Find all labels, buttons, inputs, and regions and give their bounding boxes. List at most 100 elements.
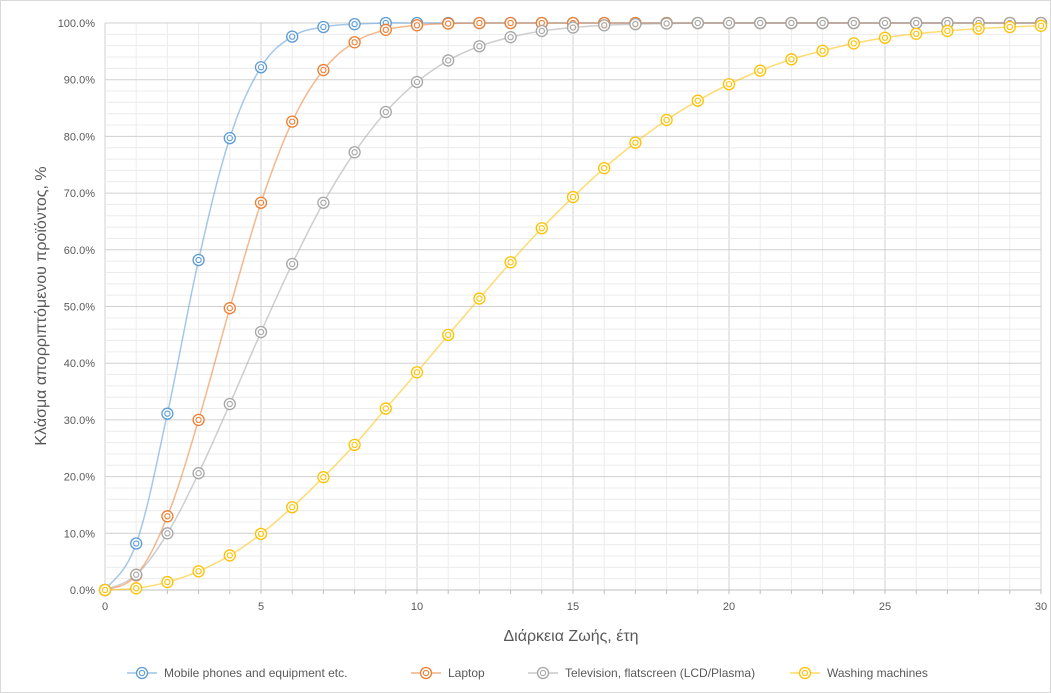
legend: Mobile phones and equipment etc. Laptop Te… xyxy=(127,666,928,680)
marker-outer-ring xyxy=(504,16,517,30)
marker-inner-ring xyxy=(164,513,171,520)
x-tick-label: 15 xyxy=(567,601,579,613)
data-point-series-3 xyxy=(910,16,923,30)
y-tick-label: 20.0% xyxy=(64,472,95,484)
marker-outer-ring xyxy=(161,575,174,589)
data-point-series-4 xyxy=(972,22,985,35)
legend-label: Washing machines xyxy=(827,666,928,680)
grid-lines xyxy=(104,22,1042,591)
data-point-series-3 xyxy=(598,19,611,32)
data-point-series-4 xyxy=(598,162,611,175)
y-tick-label: 90.0% xyxy=(64,75,95,87)
legend-marker-inner xyxy=(138,669,146,677)
data-point-series-3 xyxy=(379,105,392,119)
marker-inner-ring xyxy=(913,30,920,37)
marker-outer-ring xyxy=(192,413,205,427)
marker-inner-ring xyxy=(226,305,233,312)
marker-inner-ring xyxy=(850,40,857,47)
marker-inner-ring xyxy=(819,19,826,27)
data-point-series-2 xyxy=(223,302,236,315)
data-point-series-4 xyxy=(317,471,330,484)
marker-inner-ring xyxy=(538,225,545,232)
axes xyxy=(104,589,1042,594)
data-point-series-1 xyxy=(223,131,236,145)
marker-outer-ring xyxy=(972,22,985,35)
legend-marker-outer xyxy=(419,666,433,680)
marker-inner-ring xyxy=(382,108,389,116)
marker-outer-ring xyxy=(629,136,642,149)
legend-label: Television, flatscreen (LCD/Plasma) xyxy=(565,666,755,680)
marker-inner-ring xyxy=(788,56,795,63)
marker-outer-ring xyxy=(722,78,736,91)
y-tick-label: 0.0% xyxy=(70,585,95,597)
marker-outer-ring xyxy=(223,549,236,562)
data-point-series-3 xyxy=(722,16,736,30)
marker-inner-ring xyxy=(195,256,202,264)
marker-outer-ring xyxy=(161,407,174,420)
marker-outer-ring xyxy=(223,131,236,145)
marker-inner-ring xyxy=(382,26,389,33)
marker-outer-ring xyxy=(754,64,767,77)
marker-inner-ring xyxy=(133,585,140,592)
marker-outer-ring xyxy=(566,190,580,204)
data-point-series-3 xyxy=(223,397,236,411)
marker-outer-ring xyxy=(161,527,174,540)
legend-item-4: Washing machines xyxy=(790,666,928,680)
marker-inner-ring xyxy=(195,416,202,424)
marker-outer-ring xyxy=(286,30,299,43)
marker-outer-ring xyxy=(410,75,424,89)
data-point-series-4 xyxy=(691,94,704,107)
marker-outer-ring xyxy=(504,31,517,44)
marker-outer-ring xyxy=(130,582,143,595)
marker-inner-ring xyxy=(694,19,701,27)
data-point-series-3 xyxy=(410,75,424,89)
marker-outer-ring xyxy=(722,16,736,30)
data-point-series-2 xyxy=(317,63,330,77)
data-point-series-4 xyxy=(910,27,923,40)
marker-inner-ring xyxy=(133,540,140,547)
data-point-series-2 xyxy=(473,16,486,30)
marker-inner-ring xyxy=(601,165,608,172)
marker-inner-ring xyxy=(944,27,951,35)
legend-marker-outer xyxy=(798,666,812,680)
marker-inner-ring xyxy=(819,47,826,54)
marker-inner-ring xyxy=(257,64,265,71)
data-point-series-3 xyxy=(348,146,361,159)
marker-outer-ring xyxy=(254,196,268,209)
marker-inner-ring xyxy=(195,470,202,477)
marker-inner-ring xyxy=(476,43,483,50)
marker-inner-ring xyxy=(413,369,421,376)
data-point-series-4 xyxy=(629,136,642,149)
data-point-series-4 xyxy=(941,24,954,38)
marker-inner-ring xyxy=(1006,23,1013,31)
marker-outer-ring xyxy=(254,527,268,541)
marker-outer-ring xyxy=(473,292,486,305)
marker-outer-ring xyxy=(286,257,299,271)
marker-outer-ring xyxy=(317,63,330,77)
x-tick-label: 25 xyxy=(879,601,891,613)
marker-outer-ring xyxy=(691,16,704,30)
x-tick-label: 10 xyxy=(411,601,423,613)
marker-outer-ring xyxy=(1034,19,1048,32)
data-point-series-2 xyxy=(410,19,424,32)
marker-outer-ring xyxy=(410,19,424,32)
marker-inner-ring xyxy=(975,25,982,32)
data-point-series-2 xyxy=(286,115,299,128)
data-point-series-2 xyxy=(192,413,205,427)
y-axis-title: Κλάσμα απορριπτόμενου προϊόντος, % xyxy=(33,166,50,445)
marker-inner-ring xyxy=(725,19,733,27)
marker-inner-ring xyxy=(413,22,421,29)
marker-inner-ring xyxy=(289,260,296,268)
legend-marker-inner xyxy=(801,669,809,677)
data-point-series-3 xyxy=(754,16,767,30)
marker-outer-ring xyxy=(317,20,330,34)
x-axis-title: Διάρκεια Ζωής, έτη xyxy=(503,628,638,645)
data-point-series-3 xyxy=(130,568,143,581)
marker-outer-ring xyxy=(878,31,892,44)
legend-item-1: Mobile phones and equipment etc. xyxy=(127,666,347,680)
legend-marker-inner xyxy=(422,669,430,677)
marker-outer-ring xyxy=(379,23,392,36)
marker-outer-ring xyxy=(910,16,923,30)
data-point-series-3 xyxy=(629,17,642,31)
marker-inner-ring xyxy=(788,19,795,27)
